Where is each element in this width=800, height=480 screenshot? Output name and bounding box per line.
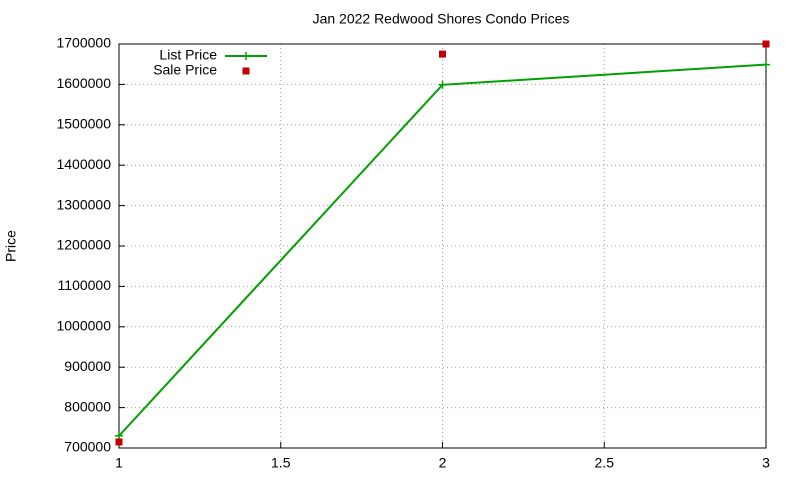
- y-tick-label: 1100000: [58, 277, 112, 293]
- plot-frame: [118, 43, 767, 449]
- y-tick-label: 1000000: [56, 318, 111, 334]
- y-tick-label: 900000: [64, 358, 111, 374]
- y-tick-label: 1200000: [56, 237, 111, 253]
- y-tick-label: 800000: [64, 398, 111, 414]
- y-tick-label: 1700000: [56, 35, 111, 51]
- legend-label: List Price: [159, 47, 217, 63]
- point: [115, 438, 123, 446]
- point: [439, 50, 446, 58]
- point: [762, 40, 770, 48]
- point: [762, 60, 770, 69]
- x-tick-label: 1: [115, 455, 123, 471]
- y-tick-label: 1600000: [56, 75, 111, 91]
- x-tick-label: 1.5: [271, 455, 291, 471]
- y-tick-label: 1500000: [56, 116, 111, 132]
- chart-title: Jan 2022 Redwood Shores Condo Prices: [313, 11, 570, 27]
- legend-marker: [242, 52, 250, 60]
- x-tick-label: 2.5: [595, 455, 615, 471]
- y-tick-label: 1400000: [56, 156, 111, 172]
- x-tick-label: 2: [439, 455, 447, 471]
- x-tick-label: 3: [762, 455, 770, 471]
- legend-label: Sale Price: [153, 62, 217, 78]
- y-axis-label: Price: [3, 230, 19, 262]
- y-tick-label: 1300000: [56, 196, 111, 212]
- point: [438, 80, 447, 89]
- y-tick-label: 700000: [64, 439, 111, 455]
- legend-marker: [242, 67, 250, 75]
